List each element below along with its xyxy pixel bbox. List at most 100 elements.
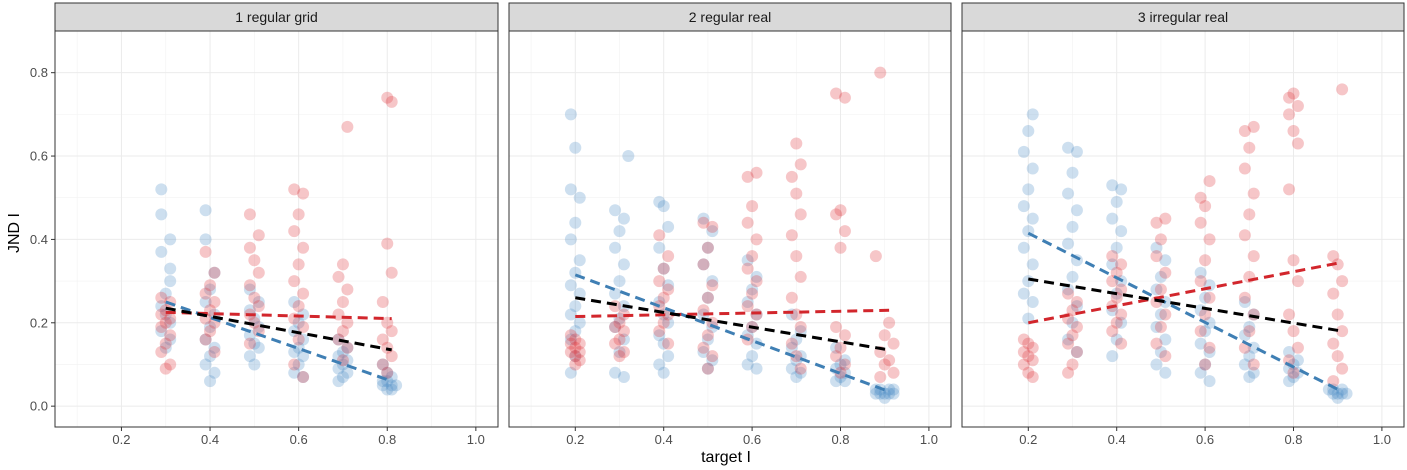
data-point-blue	[1106, 350, 1119, 363]
data-point-red	[834, 204, 847, 217]
data-point-red	[155, 308, 168, 321]
data-point-red	[243, 241, 256, 254]
data-point-red	[741, 300, 754, 313]
data-point-blue	[564, 279, 577, 292]
data-point-blue	[1194, 366, 1207, 379]
data-point-red	[1070, 295, 1083, 308]
data-point-red	[1017, 333, 1030, 346]
data-point-red	[1017, 358, 1030, 371]
data-point-red	[1291, 137, 1304, 150]
data-point-blue	[706, 275, 719, 288]
data-point-blue	[159, 341, 172, 354]
data-point-blue	[252, 341, 265, 354]
data-point-red	[1194, 325, 1207, 338]
data-point-red	[1238, 125, 1251, 138]
data-point-red	[341, 283, 354, 296]
trend-line-red	[165, 310, 392, 321]
data-point-blue	[1199, 358, 1212, 371]
data-point-blue	[1115, 225, 1128, 238]
data-point-red	[1150, 337, 1163, 350]
data-point-red	[1199, 308, 1212, 321]
data-point-blue	[1070, 145, 1083, 158]
data-point-blue	[164, 316, 177, 329]
y-axis-title: JND I	[6, 213, 23, 253]
data-point-red	[794, 320, 807, 333]
data-point-red	[609, 337, 622, 350]
data-point-blue	[741, 358, 754, 371]
data-point-blue	[155, 183, 168, 196]
data-point-blue	[609, 287, 622, 300]
data-point-red	[248, 291, 261, 304]
data-point-blue	[657, 262, 670, 275]
data-point-blue	[1238, 295, 1251, 308]
data-point-blue	[155, 300, 168, 313]
data-point-red	[1115, 283, 1128, 296]
data-point-red	[1062, 287, 1075, 300]
data-point-blue	[1017, 241, 1030, 254]
data-point-blue	[1070, 300, 1083, 313]
data-point-red	[1283, 91, 1296, 104]
data-point-blue	[657, 366, 670, 379]
data-point-blue	[159, 287, 172, 300]
data-point-blue	[830, 341, 843, 354]
data-point-blue	[609, 204, 622, 217]
data-point-blue	[609, 320, 622, 333]
data-point-red	[381, 237, 394, 250]
data-point-blue	[569, 325, 582, 338]
data-point-red	[1066, 358, 1079, 371]
data-point-red	[1247, 120, 1260, 133]
y-tick-label: 0.8	[30, 65, 48, 80]
data-point-blue	[341, 354, 354, 367]
data-point-blue	[155, 245, 168, 258]
data-point-red	[1154, 320, 1167, 333]
data-point-blue	[164, 233, 177, 246]
data-point-red	[1247, 187, 1260, 200]
data-point-blue	[838, 354, 851, 367]
data-point-red	[662, 283, 675, 296]
data-point-red	[741, 262, 754, 275]
data-point-blue	[746, 283, 759, 296]
data-point-red	[569, 341, 582, 354]
data-point-blue	[838, 375, 851, 388]
y-tick-label: 0.6	[30, 149, 48, 164]
data-point-red	[292, 300, 305, 313]
x-axis-title: target I	[701, 449, 751, 466]
data-point-red	[288, 312, 301, 325]
panel-strip	[508, 2, 952, 32]
data-point-blue	[1026, 212, 1039, 225]
data-point-blue	[609, 241, 622, 254]
data-point-blue	[1243, 370, 1256, 383]
data-point-red	[1336, 325, 1349, 338]
data-point-red	[794, 362, 807, 375]
trend-line-red	[1028, 260, 1343, 325]
data-point-blue	[1243, 350, 1256, 363]
data-point-red	[878, 329, 891, 342]
data-point-blue	[199, 204, 212, 217]
data-point-red	[1066, 329, 1079, 342]
data-point-red	[1287, 325, 1300, 338]
data-point-blue	[1070, 345, 1083, 358]
data-point-red	[564, 345, 577, 358]
data-point-red	[1287, 87, 1300, 100]
data-point-red	[785, 170, 798, 183]
data-point-red	[1327, 337, 1340, 350]
data-point-blue	[1062, 141, 1075, 154]
data-point-red	[1159, 266, 1172, 279]
data-point-red	[1022, 350, 1035, 363]
data-point-red	[336, 325, 349, 338]
data-point-blue	[164, 275, 177, 288]
data-point-blue	[155, 325, 168, 338]
data-point-blue	[1066, 270, 1079, 283]
data-point-blue	[1291, 354, 1304, 367]
data-point-blue	[653, 329, 666, 342]
data-point-blue	[332, 375, 345, 388]
data-point-blue	[701, 362, 714, 375]
data-point-red	[1194, 191, 1207, 204]
panel-border	[961, 30, 1405, 428]
data-point-blue	[1154, 345, 1167, 358]
data-point-blue	[385, 379, 398, 392]
data-point-red	[701, 362, 714, 375]
data-point-red	[746, 250, 759, 263]
y-tick-label: 0.2	[30, 315, 48, 330]
data-point-blue	[1150, 241, 1163, 254]
